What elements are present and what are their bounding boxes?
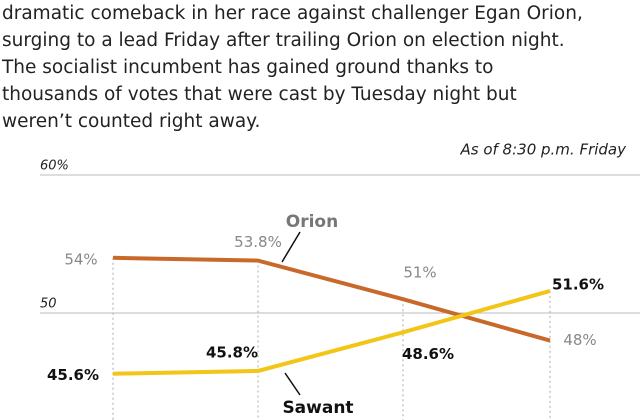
series-name: Orion [286,212,338,232]
y-tick-label: 50 [40,297,57,312]
value-label: 54% [64,250,97,268]
value-label: 48% [563,331,596,349]
leader-line [281,231,301,263]
series-line [112,255,551,343]
body-text: thousands of votes that were cast by Tue… [2,84,517,105]
body-text: weren’t counted right away. [2,111,260,132]
series-name: Sawant [282,398,353,418]
value-label: 53.8% [234,233,282,251]
value-label: 48.6% [402,345,454,363]
leader-line [284,372,301,396]
value-label: 51.6% [552,275,604,293]
value-label: 51% [403,264,436,282]
series-line [112,288,551,376]
body-text: dramatic comeback in her race against ch… [2,3,583,24]
value-label: 45.8% [206,343,258,361]
body-text: The socialist incumbent has gained groun… [1,57,493,78]
value-label: 45.6% [47,366,99,384]
body-text: surging to a lead Friday after trailing … [2,30,565,51]
annotation: As of 8:30 p.m. Friday [459,141,627,159]
y-tick-label: 60% [40,159,69,174]
